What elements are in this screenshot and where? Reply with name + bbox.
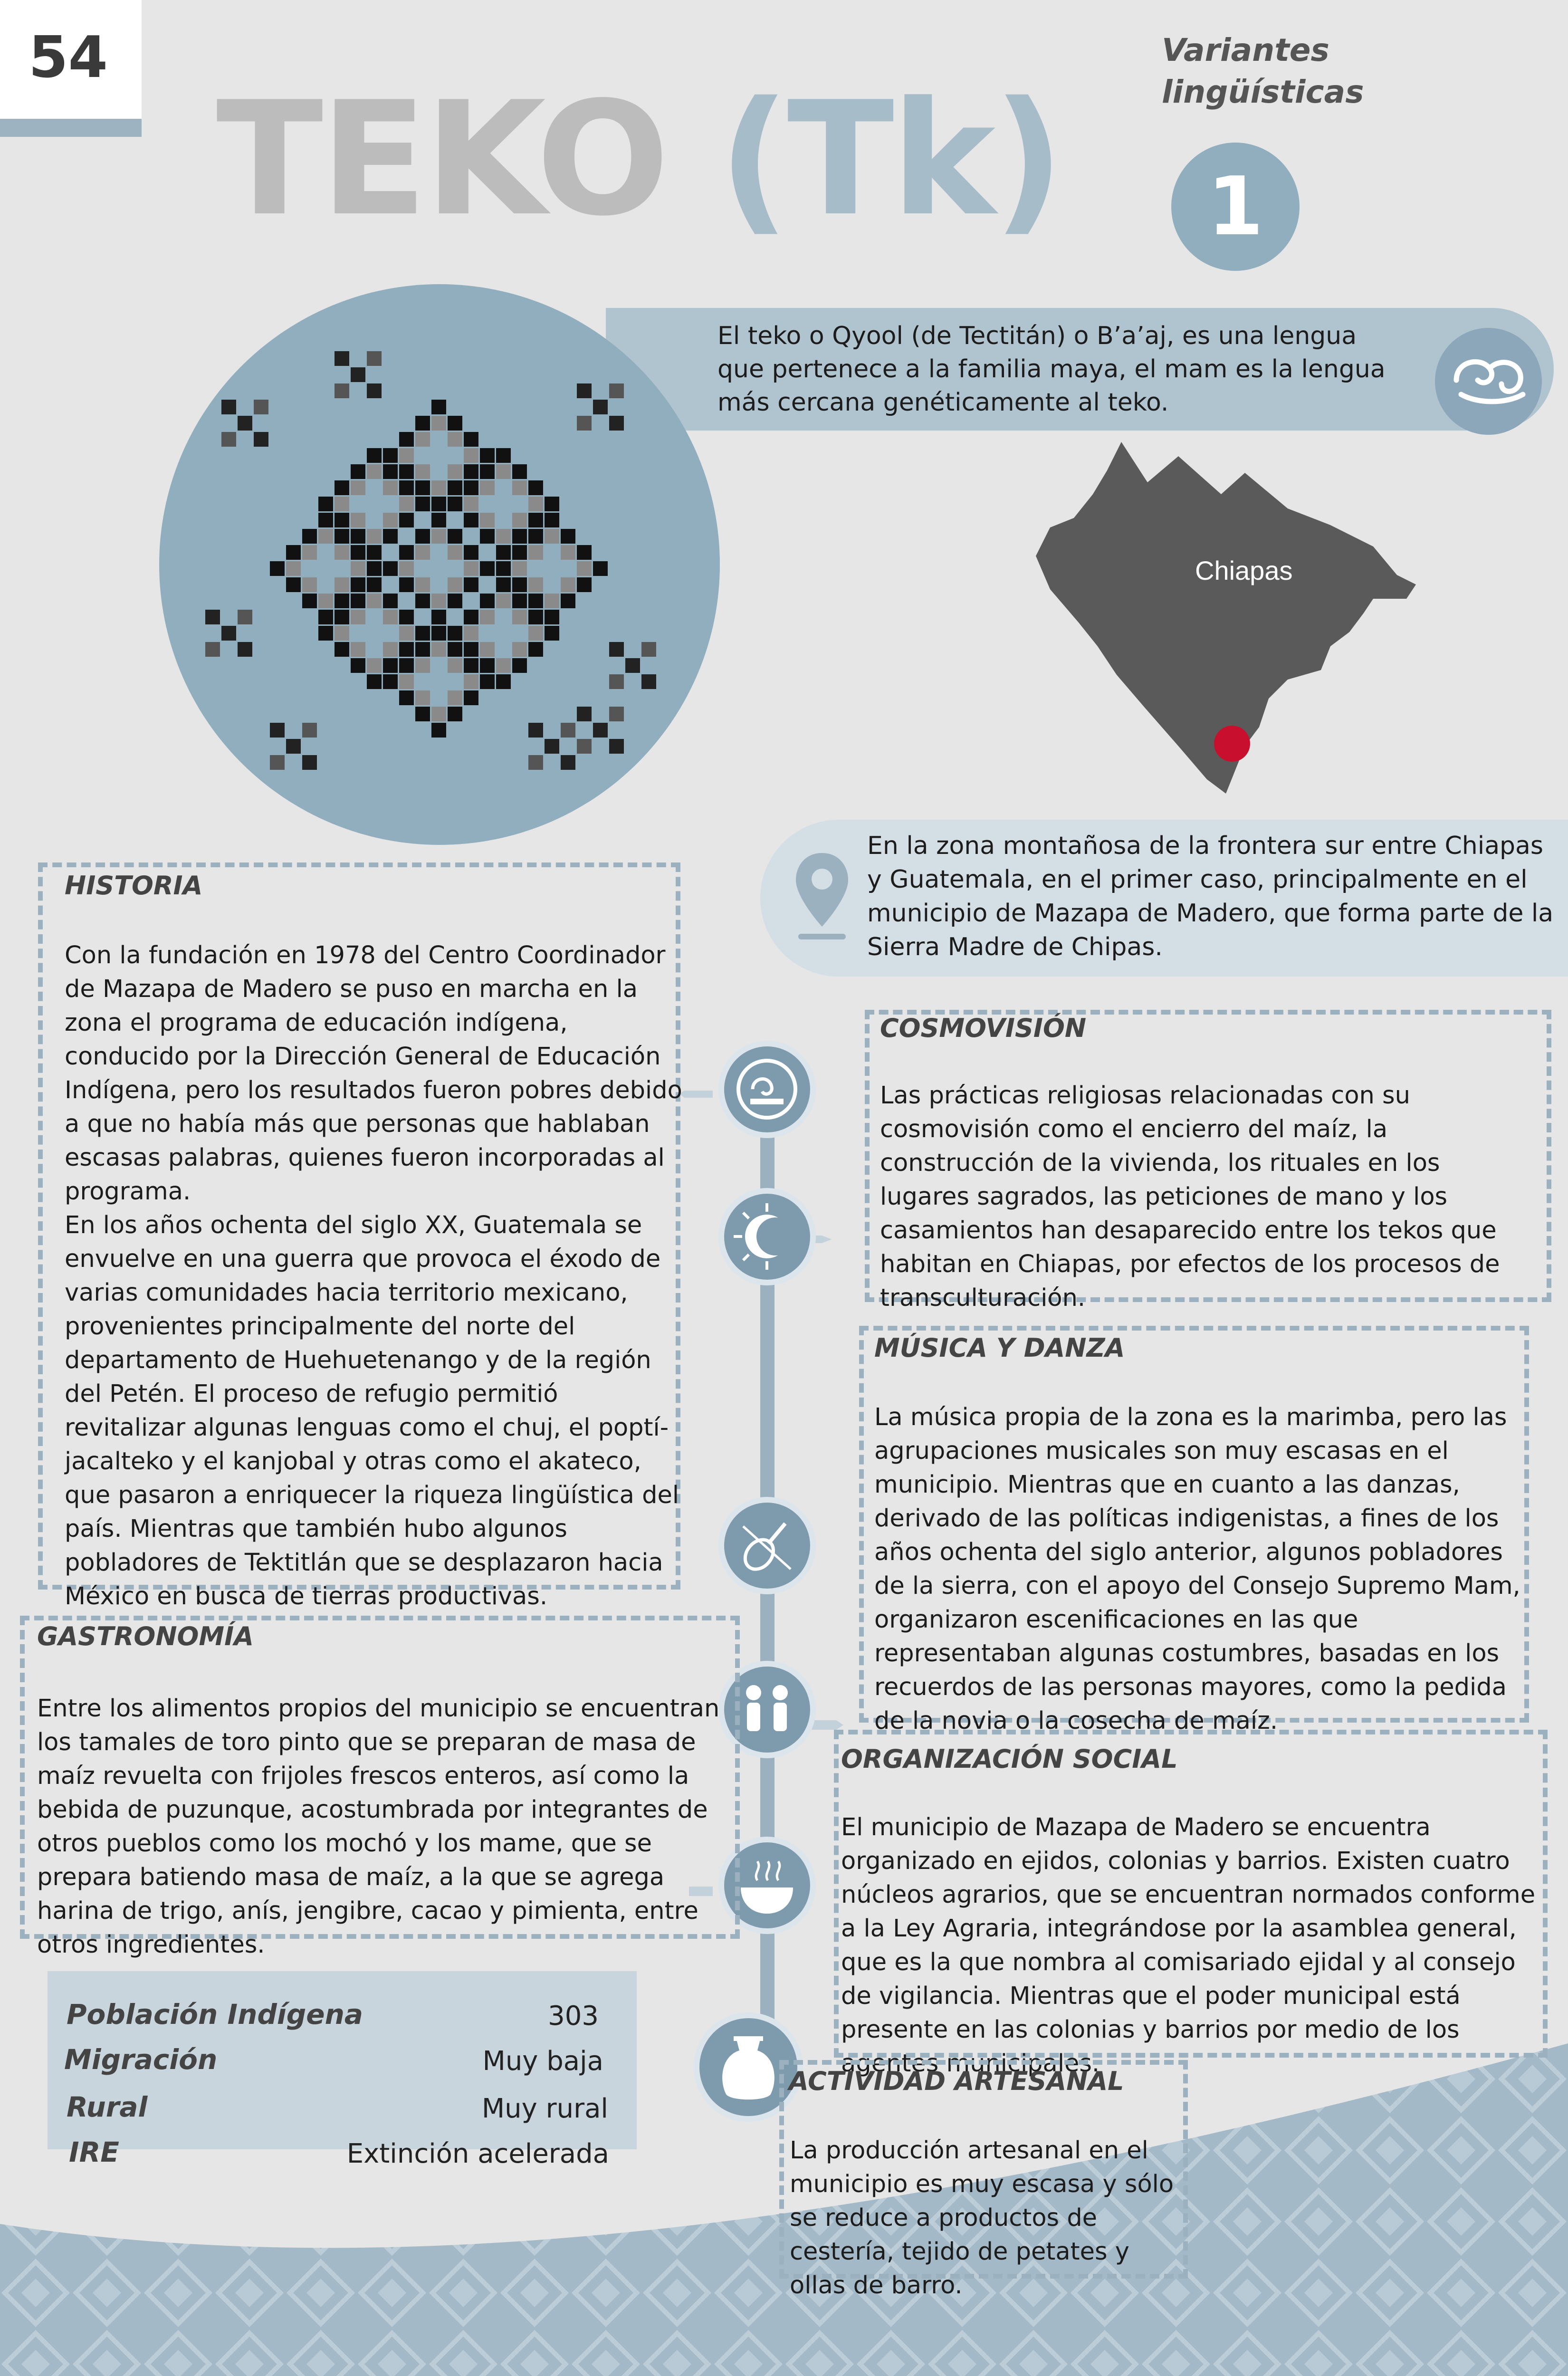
gastronomia-title: GASTRONOMÍA <box>37 1621 254 1651</box>
page-number-bar <box>0 119 142 137</box>
gastronomia-box <box>20 1616 740 1939</box>
language-name: TEKO <box>216 68 669 250</box>
pot-icon <box>694 2012 803 2122</box>
organizacion-body: El municipio de Mazapa de Madero se encu… <box>841 1813 1536 2078</box>
embroidery-pattern <box>205 351 656 770</box>
stat-label-poblacion: Población Indígena <box>67 1998 363 2031</box>
artesanal-box <box>779 2060 1188 2279</box>
musica-title: MÚSICA Y DANZA <box>874 1333 1125 1363</box>
page-title: TEKO (Tk) <box>216 81 1064 238</box>
artesanal-title: ACTIVIDAD ARTESANAL <box>789 2066 1124 2096</box>
stat-value-ire: Extinción acelerada <box>346 2138 609 2169</box>
stats-box <box>48 1971 637 2149</box>
location-bar <box>760 820 1568 977</box>
sun-moon-icon <box>718 1188 816 1285</box>
wind-spiral-icon <box>1435 328 1542 435</box>
chiapas-shape <box>1036 442 1416 794</box>
variants-label-line1: Variantes <box>1162 32 1329 68</box>
chiapas-map: Chiapas <box>1036 442 1416 794</box>
variants-label-line2: lingüísticas <box>1162 74 1364 110</box>
page-number: 54 <box>29 25 108 91</box>
location-text: En la zona montañosa de la frontera sur … <box>867 832 1554 961</box>
stat-value-poblacion: 303 <box>548 2001 599 2031</box>
organizacion-box <box>834 1730 1548 2058</box>
musica-body: La música propia de la zona es la marimb… <box>874 1403 1520 1735</box>
musica-box <box>859 1326 1529 1723</box>
artesanal-body: La producción artesanal en el municipio … <box>790 2136 1174 2299</box>
language-code: (Tk) <box>718 68 1064 250</box>
glyph-icon <box>718 1041 816 1138</box>
people-icon <box>718 1661 816 1758</box>
gastronomia-body: Entre los alimentos propios del municipi… <box>37 1695 720 1959</box>
location-marker <box>1214 726 1250 762</box>
variants-label: Variantes lingüísticas <box>1162 29 1364 113</box>
page-number-box <box>0 0 142 127</box>
location-pin-icon <box>794 851 851 948</box>
stat-label-rural: Rural <box>67 2091 148 2123</box>
historia-body: Con la fundación en 1978 del Centro Coor… <box>65 941 682 1610</box>
stat-label-ire: IRE <box>69 2136 119 2168</box>
historia-title: HISTORIA <box>65 871 203 901</box>
violin-icon <box>718 1497 816 1594</box>
cosmovision-body: Las prácticas religiosas relacionadas co… <box>880 1082 1500 1312</box>
organizacion-title: ORGANIZACIÓN SOCIAL <box>841 1744 1178 1774</box>
cosmovision-title: COSMOVISIÓN <box>880 1013 1087 1043</box>
intro-bar <box>606 308 1554 431</box>
variants-count: 1 <box>1171 143 1300 271</box>
cosmovision-box <box>865 1010 1551 1302</box>
map-label: Chiapas <box>1195 556 1292 585</box>
bottom-pattern-band <box>0 2043 1568 2376</box>
stat-value-rural: Muy rural <box>481 2093 608 2124</box>
stat-label-migracion: Migración <box>64 2043 218 2076</box>
historia-box <box>38 862 680 1590</box>
embroidery-pattern-circle <box>159 284 720 845</box>
stat-value-migracion: Muy baja <box>482 2046 604 2077</box>
intro-text: El teko o Qyool (de Tectitán) o B’a’aj, … <box>717 322 1386 417</box>
